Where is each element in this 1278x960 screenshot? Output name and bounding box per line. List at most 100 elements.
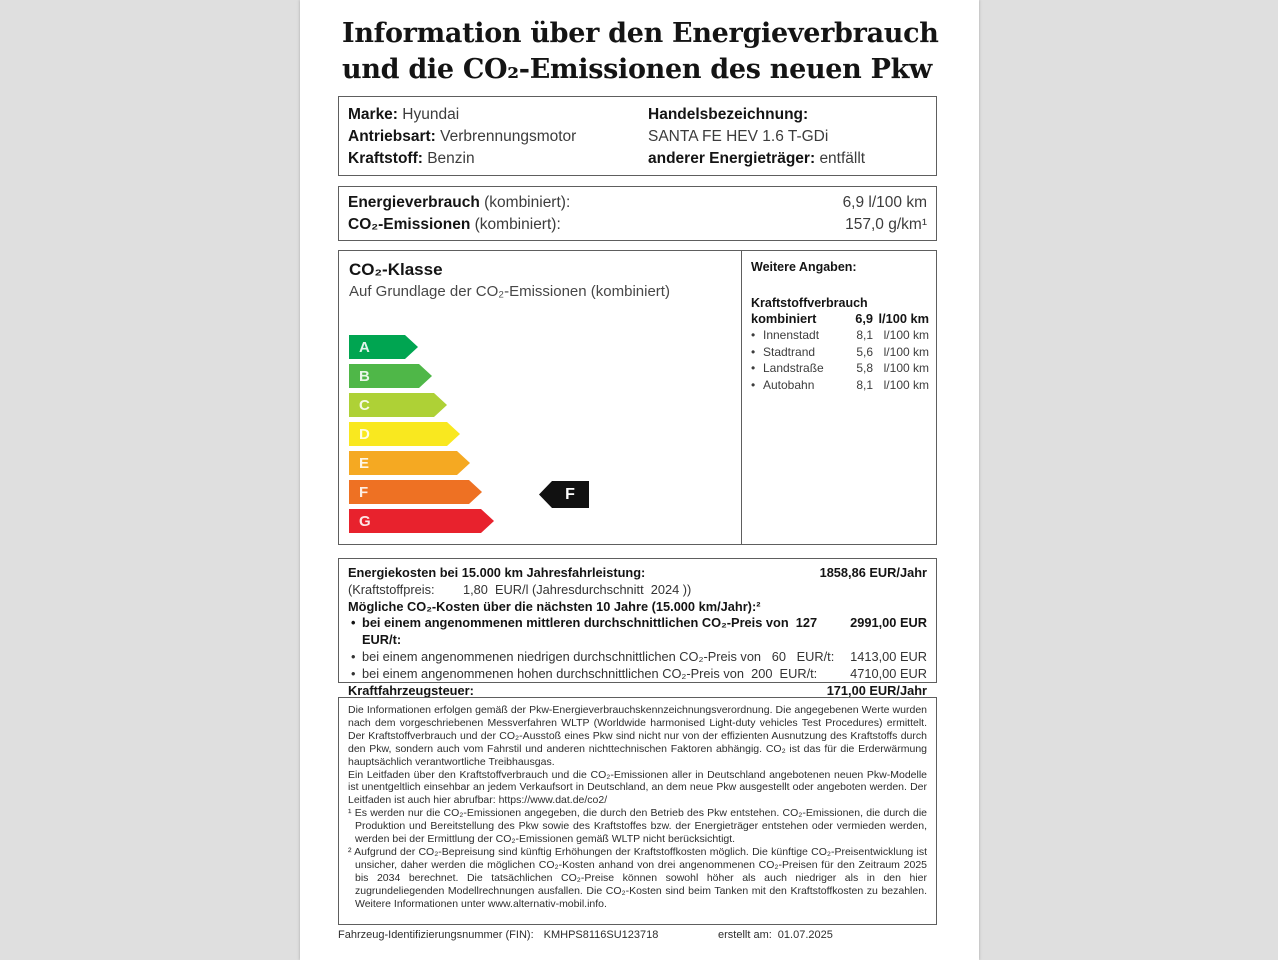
bullet-icon: • <box>751 328 756 342</box>
co2-kosten-niedrig-row: • bei einem angenommenen niedrigen durch… <box>348 649 927 666</box>
co2-emissionen-qualifier: (kombiniert): <box>470 216 561 233</box>
marke-label: Marke: <box>348 106 398 123</box>
co2-kosten-heading: Mögliche CO₂-Kosten über die nächsten 10… <box>348 598 761 614</box>
vehicle-kraftstoff-row: Kraftstoff: Benzin <box>348 148 576 170</box>
vehicle-class-indicator-arrow: F <box>539 481 589 508</box>
weitere-angaben-title: Weitere Angaben: <box>751 260 857 274</box>
innenstadt-unit: l/100 km <box>883 328 929 342</box>
energieverbrauch-row: Energieverbrauch (kombiniert): 6,9 l/100… <box>348 192 927 214</box>
co2-kosten-niedrig-value: 1413,00 EUR <box>850 648 927 664</box>
handelsbezeichnung-row: Handelsbezeichnung: <box>648 104 865 126</box>
kombiniert-label: kombiniert <box>751 311 817 326</box>
fineprint-para1: Die Informationen erfolgen gemäß der Pkw… <box>348 704 927 768</box>
fin-value: KMHPS8116SU123718 <box>543 929 659 941</box>
fineprint-footnote2: ² Aufgrund der CO₂-Bepreisung sind künft… <box>348 845 927 910</box>
co2-class-letter-b: B <box>359 367 370 385</box>
antriebsart-label: Antriebsart: <box>348 128 436 145</box>
bullet-icon: • <box>351 615 356 631</box>
co2-kosten-hoch-value: 4710,00 EUR <box>850 665 927 681</box>
autobahn-row: • Autobahn 8,1 l/100 km <box>751 377 929 394</box>
kraftstoffverbrauch-label: Kraftstoffverbrauch <box>751 296 868 310</box>
page-title-line2: und die CO₂-Emissionen des neuen Pkw <box>342 54 932 85</box>
co2-kosten-mittel-row: • bei einem angenommenen mittleren durch… <box>348 615 927 649</box>
co2-class-letter-f: F <box>359 483 369 501</box>
energieverbrauch-labels: Energieverbrauch (kombiniert): <box>348 192 570 214</box>
co2-emissionen-row: CO₂-Emissionen (kombiniert): 157,0 g/km¹ <box>348 214 927 236</box>
stadtrand-value: 5,6 <box>856 344 873 359</box>
co2-class-scale: A B C D E F G <box>349 335 494 538</box>
co2-class-arrow-f: F <box>349 480 482 504</box>
energiekosten-value: 1858,86 EUR/Jahr <box>819 565 927 580</box>
vehicle-info-box: Marke: Hyundai Antriebsart: Verbrennungs… <box>338 96 937 176</box>
co2-kosten-mittel-text: bei einem angenommenen mittleren durchsc… <box>362 615 825 648</box>
co2-class-arrow-d: D <box>349 422 460 446</box>
energietraeger-row: anderer Energieträger: entfällt <box>648 148 865 170</box>
energieverbrauch-label: Energieverbrauch <box>348 194 480 211</box>
marke-value: Hyundai <box>402 106 460 123</box>
energy-costs-box: Energiekosten bei 15.000 km Jahresfahrle… <box>338 558 937 698</box>
bullet-icon: • <box>351 665 356 681</box>
page-title: Information über den Energieverbrauch un… <box>342 16 942 88</box>
created-label: erstellt am: <box>718 929 772 941</box>
vehicle-marke-row: Marke: Hyundai <box>348 104 576 126</box>
fin-label: Fahrzeug-Identifizierungsnummer (FIN): <box>338 929 534 941</box>
co2-class-letter-e: E <box>359 454 370 472</box>
co2-class-panel: CO₂-Klasse Auf Grundlage der CO₂-Emissio… <box>339 251 741 544</box>
handelsbezeichnung-value-row: SANTA FE HEV 1.6 T-GDi <box>648 126 865 148</box>
co2-kosten-hoch-row: • bei einem angenommenen hohen durchschn… <box>348 666 927 683</box>
kombiniert-value: 6,9 <box>855 311 873 326</box>
created-value: 01.07.2025 <box>777 929 833 941</box>
antriebsart-value: Verbrennungsmotor <box>440 128 577 145</box>
stadtrand-unit: l/100 km <box>883 344 929 359</box>
co2-class-title: CO₂-Klasse <box>349 260 443 279</box>
energietraeger-value: entfällt <box>819 150 866 167</box>
kombiniert-row: kombiniert 6,9 l/100 km <box>751 310 929 327</box>
bullet-icon: • <box>351 648 356 664</box>
kfz-steuer-label: Kraftfahrzeugsteuer: <box>348 682 474 698</box>
innenstadt-label: Innenstadt <box>763 328 820 342</box>
energiekosten-row: Energiekosten bei 15.000 km Jahresfahrle… <box>348 565 927 582</box>
footer-row: Fahrzeug-Identifizierungsnummer (FIN): KM… <box>338 929 937 941</box>
innenstadt-row: • Innenstadt 8,1 l/100 km <box>751 327 929 344</box>
handelsbezeichnung-value: SANTA FE HEV 1.6 T-GDi <box>648 128 829 145</box>
kraftstoff-value: Benzin <box>427 150 475 167</box>
fineprint-footnote1: ¹ Es werden nur die CO₂-Emissionen angeg… <box>348 807 927 846</box>
co2-class-letter-a: A <box>359 338 370 356</box>
created-at: erstellt am: 01.07.2025 <box>718 929 833 941</box>
co2-class-letter-g: G <box>359 512 371 530</box>
energy-label-sheet: Information über den Energieverbrauch un… <box>300 0 979 960</box>
kraftstoff-label: Kraftstoff: <box>348 150 423 167</box>
kfz-steuer-value: 171,00 EUR/Jahr <box>826 682 927 698</box>
bullet-icon: • <box>751 377 756 392</box>
bullet-icon: • <box>751 361 756 375</box>
co2-class-arrow-g: G <box>349 509 494 533</box>
co2-kosten-heading-row: Mögliche CO₂-Kosten über die nächsten 10… <box>348 599 927 616</box>
kraftstoffpreis-row: (Kraftstoffpreis: 1,80 EUR/l (Jahresdurc… <box>348 582 927 599</box>
stadtrand-row: • Stadtrand 5,6 l/100 km <box>751 344 929 361</box>
co2-class-letter-c: C <box>359 396 370 414</box>
co2-kosten-niedrig-text: bei einem angenommenen niedrigen durchsc… <box>362 648 835 664</box>
kfz-steuer-row: Kraftfahrzeugsteuer: 171,00 EUR/Jahr <box>348 683 927 700</box>
autobahn-value: 8,1 <box>856 377 873 392</box>
energiekosten-label: Energiekosten bei 15.000 km Jahresfahrle… <box>348 565 646 580</box>
autobahn-label: Autobahn <box>763 377 815 392</box>
landstrasse-row: • Landstraße 5,8 l/100 km <box>751 360 929 377</box>
autobahn-unit: l/100 km <box>883 377 929 392</box>
co2-class-box: CO₂-Klasse Auf Grundlage der CO₂-Emissio… <box>338 250 937 545</box>
fineprint-para2: Ein Leitfaden über den Kraftstoffverbrau… <box>348 768 927 807</box>
landstrasse-label: Landstraße <box>763 361 824 375</box>
bullet-icon: • <box>751 344 756 359</box>
consumption-box: Energieverbrauch (kombiniert): 6,9 l/100… <box>338 186 937 241</box>
co2-kosten-hoch-text: bei einem angenommenen hohen durchschnit… <box>362 665 818 681</box>
energieverbrauch-value: 6,9 l/100 km <box>842 194 927 211</box>
page-title-line1: Information über den Energieverbrauch <box>342 18 939 49</box>
co2-class-letter-d: D <box>359 425 370 443</box>
co2-emissionen-labels: CO₂-Emissionen (kombiniert): <box>348 214 561 236</box>
innenstadt-value: 8,1 <box>856 328 873 342</box>
energieverbrauch-qualifier: (kombiniert): <box>479 194 571 211</box>
co2-class-arrow-a: A <box>349 335 418 359</box>
co2-class-arrow-e: E <box>349 451 470 475</box>
vehicle-class-letter: F <box>565 485 575 503</box>
co2-kosten-mittel-value: 2991,00 EUR <box>850 615 927 631</box>
co2-class-arrow-c: C <box>349 393 447 417</box>
